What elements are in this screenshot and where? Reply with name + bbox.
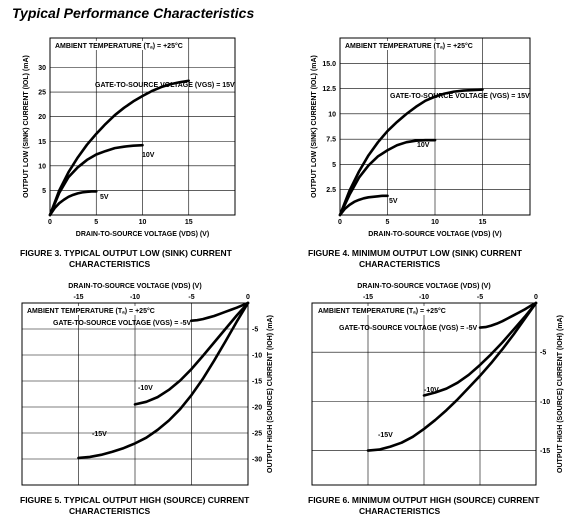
y-tick-label: 10 [328, 111, 336, 118]
y-tick-label: 25 [38, 90, 46, 97]
y-tick-label: 12.5 [322, 86, 336, 93]
series-line-15v [366, 301, 538, 452]
x-axis-label: DRAIN-TO-SOURCE VOLTAGE (VDS) (V) [76, 231, 209, 238]
gate-source-voltage-label: GATE-TO-SOURCE VOLTAGE (VGS) = -5V [53, 320, 191, 327]
page-title: Typical Performance Characteristics [12, 5, 255, 21]
figure-caption: CHARACTERISTICS [359, 259, 441, 269]
x-axis-label: DRAIN-TO-SOURCE VOLTAGE (VDS) (V) [68, 283, 201, 290]
annotation-bg [25, 306, 153, 315]
plot-frame [21, 302, 249, 486]
y-axis-label: OUTPUT HIGH (SOURCE) CURRENT (IOH) (mA) [557, 315, 564, 473]
y-tick-label: -15 [540, 448, 550, 455]
y-tick-label: 20 [38, 114, 46, 121]
x-tick-label: 10 [139, 219, 147, 226]
gate-source-voltage-label: GATE-TO-SOURCE VOLTAGE (VGS) = 15V [390, 93, 530, 100]
x-tick-label: 5 [94, 219, 98, 226]
series-label: 5V [100, 194, 109, 201]
series-line-15v [77, 301, 250, 460]
series-line-15v [338, 88, 484, 217]
x-tick-label: 10 [431, 219, 439, 226]
series-line-5v [190, 301, 250, 322]
annotation-bg [316, 306, 444, 315]
y-tick-label: -5 [540, 350, 546, 357]
y-tick-label: 7.5 [326, 137, 336, 144]
x-tick-label: -15 [363, 294, 373, 301]
y-tick-label: -15 [252, 379, 262, 386]
figure-caption: FIGURE 5. TYPICAL OUTPUT HIGH (SOURCE) C… [20, 495, 250, 505]
x-axis-label: DRAIN-TO-SOURCE VOLTAGE (VDS) (V) [357, 283, 490, 290]
series-label: -15V [92, 431, 107, 438]
series-line-10v [48, 143, 144, 217]
figure-caption: CHARACTERISTICS [69, 259, 151, 269]
series-line-5v [338, 194, 389, 217]
annotation-bg [53, 41, 181, 50]
gate-source-voltage-label: GATE-TO-SOURCE VOLTAGE (VGS) = -5V [339, 325, 477, 332]
y-tick-label: 30 [38, 65, 46, 72]
series-line-10v [422, 301, 538, 397]
series-label: -10V [138, 385, 153, 392]
plot-frame [49, 37, 236, 216]
x-tick-label: -5 [477, 294, 483, 301]
x-tick-label: 15 [185, 219, 193, 226]
y-axis-label: OUTPUT LOW (SINK) CURRENT (IOL) (mA) [23, 55, 30, 198]
series-label: -15V [378, 432, 393, 439]
y-tick-label: -10 [252, 353, 262, 360]
x-tick-label: -10 [419, 294, 429, 301]
figure-caption: CHARACTERISTICS [359, 506, 441, 516]
y-tick-label: 5 [332, 162, 336, 169]
y-axis-label: OUTPUT LOW (SINK) CURRENT (IOL) (mA) [311, 55, 318, 198]
x-tick-label: 0 [246, 294, 250, 301]
x-tick-label: -15 [73, 294, 83, 301]
x-axis-label: DRAIN-TO-SOURCE VOLTAGE (VDS) (V) [368, 231, 501, 238]
ambient-temperature-label: AMBIENT TEMPERATURE (Tₐ) = +25°C [345, 42, 473, 50]
y-tick-label: -20 [252, 405, 262, 412]
figure-caption: FIGURE 3. TYPICAL OUTPUT LOW (SINK) CURR… [20, 248, 233, 258]
series-label: 10V [417, 142, 430, 149]
x-tick-label: 0 [48, 219, 52, 226]
y-tick-label: 10 [38, 163, 46, 170]
x-tick-label: 0 [338, 219, 342, 226]
x-tick-label: 15 [479, 219, 487, 226]
series-label: 10V [142, 152, 155, 159]
annotation-bg [343, 41, 471, 50]
y-tick-label: 2.5 [326, 187, 336, 194]
figure-caption: FIGURE 4. MINIMUM OUTPUT LOW (SINK) CURR… [308, 248, 523, 258]
series-line-15v [48, 79, 191, 217]
series-line-5v [478, 301, 538, 329]
y-tick-label: -10 [540, 399, 550, 406]
y-axis-label: OUTPUT HIGH (SOURCE) CURRENT (IOH) (mA) [267, 315, 274, 473]
series-line-10v [133, 301, 250, 406]
y-tick-label: 15.0 [322, 61, 336, 68]
y-tick-label: -30 [252, 457, 262, 464]
series-label: -10V [424, 387, 439, 394]
ambient-temperature-label: AMBIENT TEMPERATURE (Tₐ) = +25°C [27, 307, 155, 315]
figure-caption: CHARACTERISTICS [69, 506, 151, 516]
series-line-5v [48, 190, 98, 217]
y-tick-label: 15 [38, 139, 46, 146]
x-tick-label: -10 [130, 294, 140, 301]
ambient-temperature-label: AMBIENT TEMPERATURE (Tₐ) = +25°C [55, 42, 183, 50]
y-tick-label: 5 [42, 188, 46, 195]
x-tick-label: 5 [386, 219, 390, 226]
x-tick-label: -5 [188, 294, 194, 301]
y-tick-label: -5 [252, 327, 258, 334]
y-tick-label: -25 [252, 431, 262, 438]
ambient-temperature-label: AMBIENT TEMPERATURE (Tₐ) = +25°C [318, 307, 446, 315]
figure-caption: FIGURE 6. MINIMUM OUTPUT HIGH (SOURCE) C… [308, 495, 540, 505]
series-label: 5V [389, 198, 398, 205]
x-tick-label: 0 [534, 294, 538, 301]
plot-frame [339, 37, 531, 216]
plot-frame [311, 302, 537, 486]
series-line-10v [338, 138, 437, 217]
